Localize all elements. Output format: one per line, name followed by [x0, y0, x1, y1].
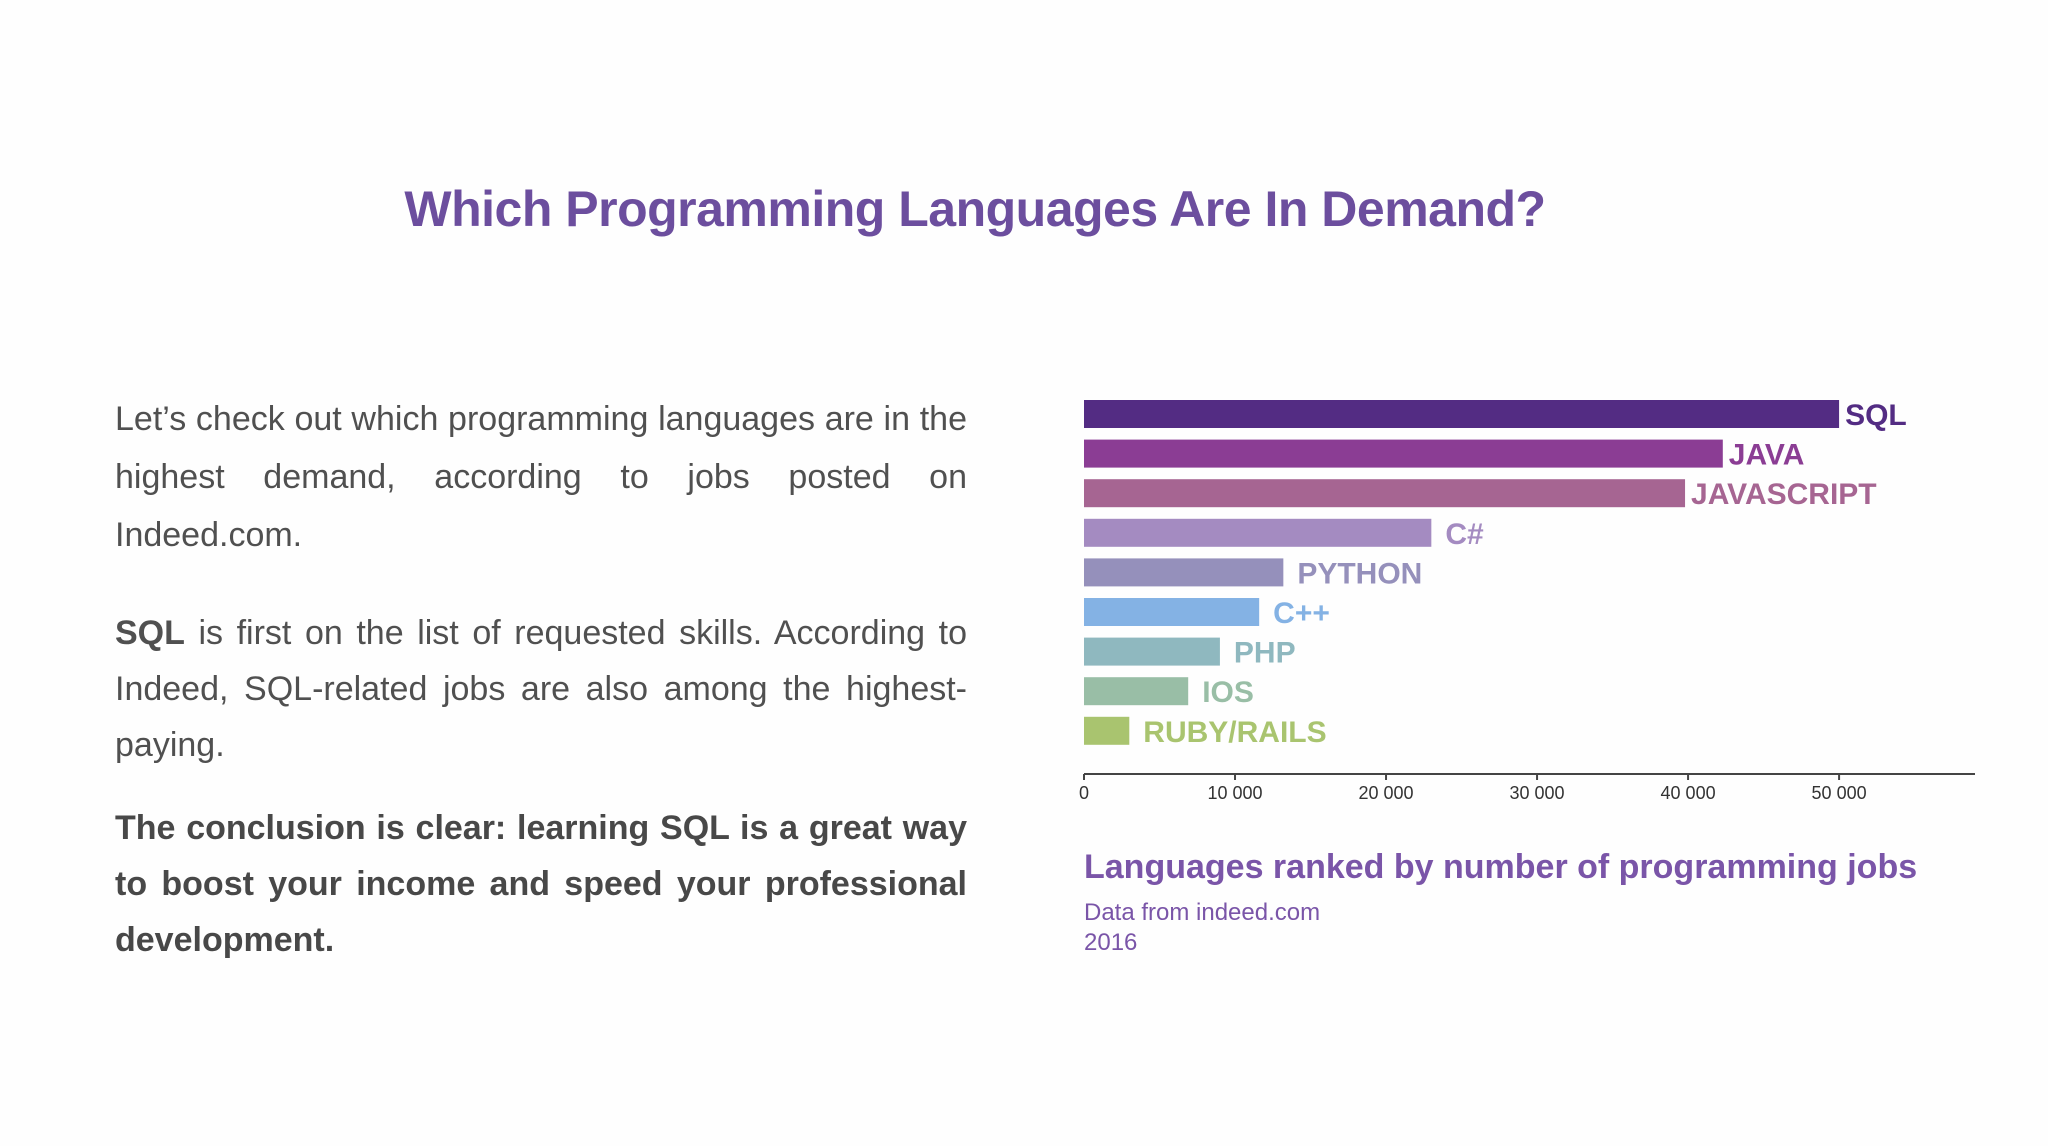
- conclusion-paragraph: The conclusion is clear: learning SQL is…: [115, 809, 967, 959]
- bar-label-java: JAVA: [1729, 439, 1805, 472]
- bar-c-: [1084, 598, 1260, 626]
- x-tick-label: 30 000: [1510, 783, 1565, 803]
- bar-label-python: PYTHON: [1297, 557, 1422, 590]
- x-tick-label: 50 000: [1812, 783, 1867, 803]
- bar-label-c-: C++: [1273, 597, 1330, 630]
- bar-ruby-rails: [1084, 716, 1130, 745]
- chart-caption: Languages ranked by number of programmin…: [1084, 848, 1918, 886]
- chart-source-line-2: 2016: [1084, 929, 1138, 956]
- bar-label-ruby-rails: RUBY/RAILS: [1143, 716, 1326, 749]
- sql-paragraph: SQL is first on the list of requested sk…: [115, 605, 967, 773]
- sql-emphasis: SQL: [115, 614, 185, 652]
- bar-c-: [1084, 518, 1432, 547]
- bar-php: [1084, 637, 1220, 666]
- x-tick-label: 10 000: [1207, 783, 1262, 803]
- bar-label-php: PHP: [1234, 637, 1296, 670]
- sql-paragraph-text: is first on the list of requested skills…: [115, 614, 967, 764]
- chart-source: Data from indeed.com 2016: [1084, 898, 1320, 958]
- x-tick-label: 40 000: [1661, 783, 1716, 803]
- bar-java: [1084, 439, 1723, 468]
- bar-javascript: [1084, 479, 1686, 508]
- bar-chart-svg: SQL JAVA JAVASCRIPT C# PYTHON C++ PHP IOS RUBY/R…: [1079, 399, 1975, 803]
- chart-source-line-1: Data from indeed.com: [1084, 899, 1321, 926]
- bar-ios: [1084, 677, 1189, 706]
- bar-label-c-: C#: [1445, 518, 1484, 551]
- bar-label-ios: IOS: [1202, 676, 1254, 709]
- bar-label-javascript: JAVASCRIPT: [1691, 478, 1877, 511]
- x-tick-label: 20 000: [1359, 783, 1414, 803]
- bar-python: [1084, 558, 1284, 587]
- intro-paragraph: Let’s check out which programming langua…: [115, 400, 967, 554]
- bar-label-sql: SQL: [1845, 399, 1907, 432]
- page-title: Which Programming Languages Are In Deman…: [404, 181, 1546, 237]
- x-tick-label: 0: [1079, 783, 1089, 803]
- bar-sql: [1084, 400, 1840, 428]
- bar-chart: SQL JAVA JAVASCRIPT C# PYTHON C++ PHP IOS RUBY/R…: [1040, 380, 2000, 810]
